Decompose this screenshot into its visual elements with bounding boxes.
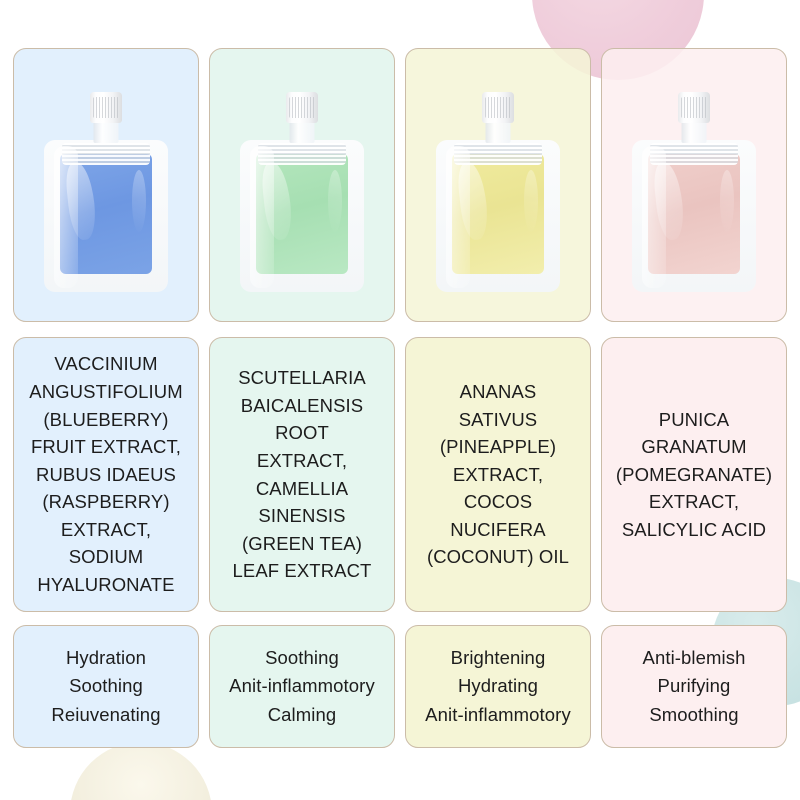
product-card-pomegranate[interactable] [601,48,787,322]
benefits-row: Hydration Soothing Reiuvenating Soothing… [13,625,787,748]
benefits-card-blueberry[interactable]: Hydration Soothing Reiuvenating [13,625,199,748]
spouted-pouch-green-icon [240,92,364,292]
product-card-blueberry[interactable] [13,48,199,322]
product-image-row [13,48,787,322]
benefits-card-green-tea[interactable]: Soothing Anit-inflammotory Calming [209,625,395,748]
benefits-text-blueberry: Hydration Soothing Reiuvenating [51,647,161,725]
benefits-text-pomegranate: Anti-blemish Purifying Smoothing [642,647,746,725]
spouted-pouch-yellow-icon [436,92,560,292]
benefits-card-pineapple-coconut[interactable]: Brightening Hydrating Anit-inflammotory [405,625,591,748]
ingredients-card-pineapple-coconut[interactable]: ANANAS SATIVUS (PINEAPPLE) EXTRACT, COCO… [405,337,591,612]
product-card-pineapple-coconut[interactable] [405,48,591,322]
ingredients-card-blueberry[interactable]: VACCINIUM ANGUSTIFOLIUM (BLUEBERRY) FRUI… [13,337,199,612]
ingredients-text-pineapple-coconut: ANANAS SATIVUS (PINEAPPLE) EXTRACT, COCO… [426,381,570,568]
benefits-text-pineapple-coconut: Brightening Hydrating Anit-inflammotory [425,647,571,725]
product-card-green-tea[interactable] [209,48,395,322]
ingredients-card-pomegranate[interactable]: PUNICA GRANATUM (POMEGRANATE) EXTRACT, S… [601,337,787,612]
comparison-grid: VACCINIUM ANGUSTIFOLIUM (BLUEBERRY) FRUI… [13,48,787,748]
cream-circle-decoration-icon [70,742,212,800]
benefits-text-green-tea: Soothing Anit-inflammotory Calming [229,647,375,725]
ingredients-text-pomegranate: PUNICA GRANATUM (POMEGRANATE) EXTRACT, S… [615,408,773,540]
ingredients-card-green-tea[interactable]: SCUTELLARIA BAICALENSIS ROOT EXTRACT, CA… [209,337,395,612]
ingredients-row: VACCINIUM ANGUSTIFOLIUM (BLUEBERRY) FRUI… [13,337,787,612]
benefits-card-pomegranate[interactable]: Anti-blemish Purifying Smoothing [601,625,787,748]
spouted-pouch-blue-icon [44,92,168,292]
ingredients-text-green-tea: SCUTELLARIA BAICALENSIS ROOT EXTRACT, CA… [232,367,372,582]
spouted-pouch-pink-icon [632,92,756,292]
ingredients-text-blueberry: VACCINIUM ANGUSTIFOLIUM (BLUEBERRY) FRUI… [29,353,183,595]
